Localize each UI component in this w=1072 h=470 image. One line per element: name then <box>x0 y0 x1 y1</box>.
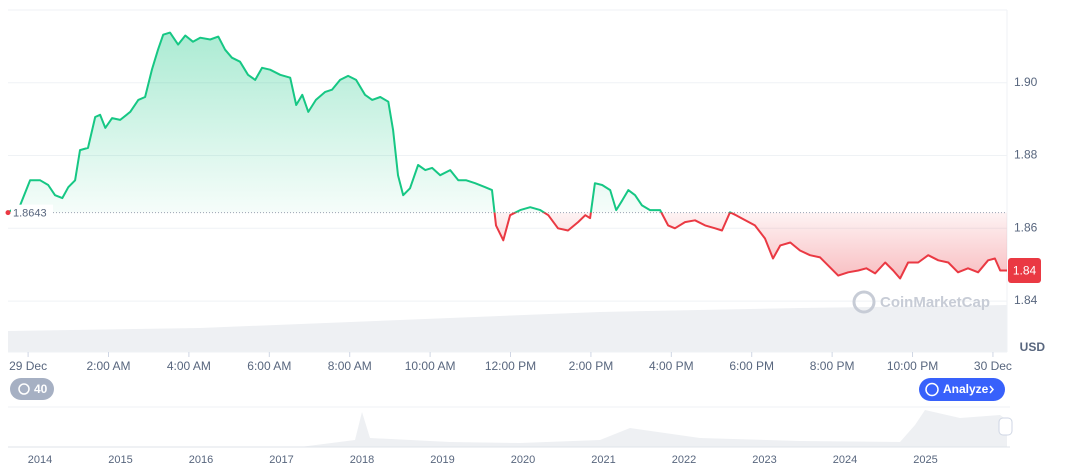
price-tag: 1.84 <box>1013 264 1037 278</box>
price-tag-bg <box>1008 258 1041 284</box>
plot: 1.8643 1.84 <box>5 31 1041 284</box>
x-tick-label: 8:00 AM <box>328 359 372 373</box>
y-tick-label: 1.84 <box>1014 293 1038 307</box>
area <box>8 32 1007 279</box>
navigator-label: 2014 <box>28 454 52 466</box>
x-tick-label: 10:00 AM <box>405 359 456 373</box>
x-tick-label: 30 Dec <box>974 359 1012 373</box>
button-text: Analyze <box>943 382 989 396</box>
navigator-label: 2025 <box>913 454 937 466</box>
x-tick-label: 6:00 AM <box>247 359 291 373</box>
x-tick-label: 2:00 PM <box>569 359 614 373</box>
baseline-dot <box>5 210 11 216</box>
button-bg <box>919 378 1005 401</box>
price-line <box>7 31 1007 280</box>
navigator-handle[interactable] <box>998 417 1013 436</box>
x-tick-label: 8:00 PM <box>810 359 855 373</box>
navigator-label: 2017 <box>269 454 293 466</box>
x-tick-label: 2:00 AM <box>86 359 130 373</box>
y-unit: USD <box>1020 340 1046 354</box>
badge-bg <box>10 378 54 400</box>
y-tick-label: 1.88 <box>1014 148 1038 162</box>
navigator-label: 2016 <box>189 454 213 466</box>
navigator-label: 2022 <box>672 454 696 466</box>
volume-area <box>8 305 1007 352</box>
y-tick-label: 1.90 <box>1014 75 1038 89</box>
analyze-button[interactable]: Analyze <box>919 378 1005 401</box>
badge[interactable]: 40 <box>10 378 54 400</box>
navigator-label: 2020 <box>511 454 535 466</box>
y-tick-label: 1.86 <box>1014 220 1038 234</box>
watermark: CoinMarketCap <box>852 290 990 314</box>
navigator <box>8 406 1013 448</box>
navigator-label: 2023 <box>752 454 776 466</box>
watermark-text: CoinMarketCap <box>880 294 990 311</box>
badge-text: 40 <box>34 382 48 396</box>
x-tick-label: 6:00 PM <box>729 359 774 373</box>
x-tick-label: 4:00 AM <box>167 359 211 373</box>
navigator-label: 2015 <box>108 454 132 466</box>
x-tick-label: 10:00 PM <box>887 359 938 373</box>
axes: 1.84 1.86 1.88 1.90 29 Dec 2:00 AM 4:00 AM 6:00… <box>9 75 1038 373</box>
navigator-label: 2021 <box>591 454 615 466</box>
navigator-label: 2024 <box>833 454 857 466</box>
x-tick-label: 29 Dec <box>9 359 47 373</box>
x-tick-label: 4:00 PM <box>649 359 694 373</box>
navigator-labels: 2014 2015 2016 2017 2018 2019 2020 2021 2022 2023… <box>28 454 938 466</box>
navigator-label: 2018 <box>350 454 374 466</box>
baseline-label-bg <box>11 204 53 221</box>
x-tick-label: 12:00 PM <box>485 359 536 373</box>
navigator-label: 2019 <box>430 454 454 466</box>
baseline-label: 1.8643 <box>13 208 47 220</box>
